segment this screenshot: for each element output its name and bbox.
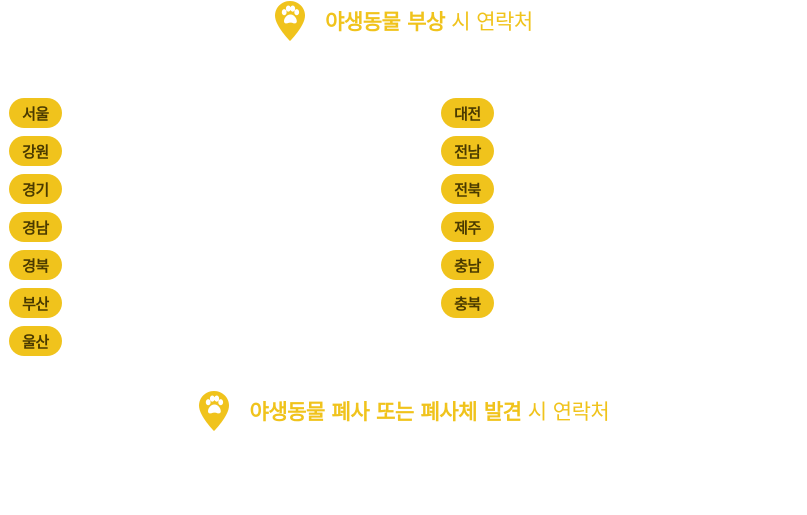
region-button-gyeongnam[interactable]: 경남 (9, 212, 62, 242)
region-button-jeju[interactable]: 제주 (441, 212, 494, 242)
region-list-right: 대전 전남 전북 제주 충남 충북 (441, 98, 494, 326)
region-button-jeonbuk[interactable]: 전북 (441, 174, 494, 204)
region-button-gyeonggi[interactable]: 경기 (9, 174, 62, 204)
region-button-seoul[interactable]: 서울 (9, 98, 62, 128)
region-button-gangwon[interactable]: 강원 (9, 136, 62, 166)
region-button-daejeon[interactable]: 대전 (441, 98, 494, 128)
death-contact-title: 야생동물 폐사 또는 폐사체 발견 시 연락처 (250, 396, 610, 426)
region-button-chungbuk[interactable]: 충북 (441, 288, 494, 318)
region-list-left: 서울 강원 경기 경남 경북 부산 울산 (9, 98, 62, 364)
injury-title-suffix: 시 연락처 (445, 10, 533, 34)
region-button-gyeongbuk[interactable]: 경북 (9, 250, 62, 280)
injury-contact-title: 야생동물 부상 시 연락처 (325, 6, 533, 36)
region-button-chungnam[interactable]: 충남 (441, 250, 494, 280)
region-button-jeonnam[interactable]: 전남 (441, 136, 494, 166)
death-title-highlight: 야생동물 폐사 또는 폐사체 발견 (249, 400, 522, 424)
paw-location-pin-icon (198, 391, 229, 431)
paw-location-pin-icon (275, 1, 306, 41)
injury-title-highlight: 야생동물 부상 (325, 10, 446, 34)
injury-contact-heading: 야생동물 부상 시 연락처 (0, 0, 807, 42)
death-title-suffix: 시 연락처 (521, 400, 610, 424)
region-button-busan[interactable]: 부산 (9, 288, 62, 318)
death-contact-heading: 야생동물 폐사 또는 폐사체 발견 시 연락처 (0, 389, 807, 433)
region-button-ulsan[interactable]: 울산 (9, 326, 62, 356)
